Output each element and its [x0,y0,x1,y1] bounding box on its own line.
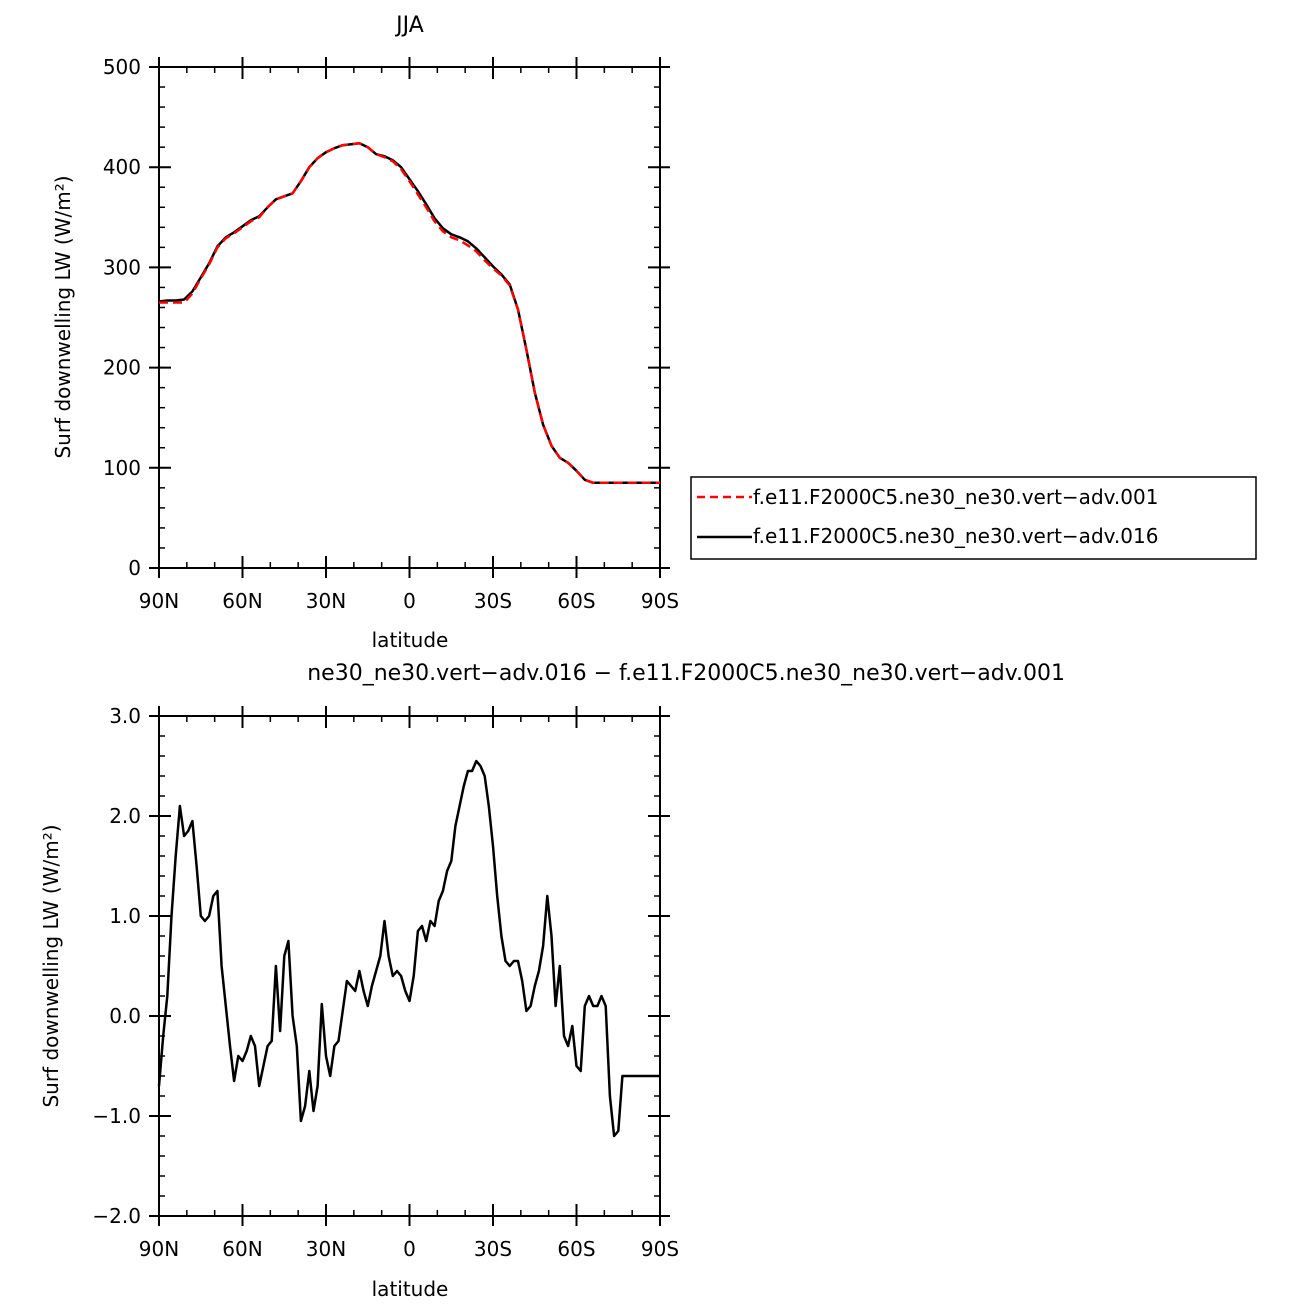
top-y-tick-label: 300 [103,255,141,279]
top-y-tick-label: 200 [103,356,141,380]
bottom-y-tick-label: −2.0 [92,1204,141,1228]
bottom-y-tick-label: 3.0 [109,704,141,728]
top-x-tick-label: 90S [641,589,679,613]
top-x-tick-label: 60S [557,589,595,613]
bottom-y-tick-label: 0.0 [109,1004,141,1028]
legend-box [690,476,1257,560]
legend-entry-case1: f.e11.F2000C5.ne30_ne30.vert−adv.001 [753,485,1158,509]
bottom-x-tick-label: 60N [222,1237,262,1261]
bottom-plot-area: 90N 60N 30N 0 30S 60S 90S −2.0 −1.0 0.0 1.0 2.0 3.0 [92,704,679,1261]
bottom-x-tick-label: 60S [557,1237,595,1261]
bottom-y-tick-label: 1.0 [109,904,141,928]
top-series-line-1 [158,141,660,485]
top-x-tick-label: 30N [306,589,346,613]
top-y-tick-label: 500 [103,55,141,79]
bottom-chart-title: ne30_ne30.vert−adv.016 − f.e11.F2000C5.n… [307,661,1065,686]
bottom-y-tick-label: 2.0 [109,804,141,828]
bottom-x-tick-label: 30S [474,1237,512,1261]
bottom-x-axis-label: latitude [372,1277,449,1301]
top-y-axis-label: Surf downwelling LW (W/m²) [51,175,75,458]
top-x-tick-label: 30S [474,589,512,613]
top-series-line-2 [159,141,660,485]
bottom-x-tick-label: 30N [306,1237,346,1261]
top-x-tick-label: 0 [403,589,416,613]
legend: f.e11.F2000C5.ne30_ne30.vert−adv.001 f.e… [690,476,1257,560]
top-x-tick-label: 90N [139,589,179,613]
bottom-x-tick-label: 0 [403,1237,416,1261]
top-y-tick-label: 100 [103,456,141,480]
top-y-tick-label: 400 [103,155,141,179]
bottom-y-tick-label: −1.0 [92,1104,141,1128]
bottom-x-tick-label: 90S [641,1237,679,1261]
top-chart-title: JJA [394,13,424,38]
top-x-axis-label: latitude [372,628,449,652]
legend-entry-case2: f.e11.F2000C5.ne30_ne30.vert−adv.016 [753,524,1158,548]
bottom-series-line-1 [157,759,660,1138]
top-plot-frame [158,66,661,569]
top-y-tick-label: 0 [128,556,141,580]
bottom-plot-frame [158,715,661,1217]
bottom-y-axis-label: Surf downwelling LW (W/m²) [39,824,63,1107]
top-plot-area: 90N 60N 30N 0 30S 60S 90S 0 100 200 300 400 500 [103,55,679,613]
bottom-x-tick-label: 90N [139,1237,179,1261]
top-x-tick-label: 60N [222,589,262,613]
